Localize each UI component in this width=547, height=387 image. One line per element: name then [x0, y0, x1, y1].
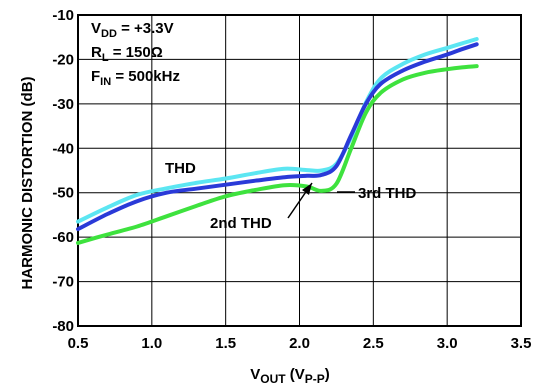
x-axis-label-paren: (V	[286, 366, 305, 383]
x-tick-label: 0.5	[68, 335, 89, 352]
y-tick-label: -50	[52, 185, 74, 202]
x-tick-label: 2.5	[363, 335, 384, 352]
y-tick-labels: -10 -20 -30 -40 -50 -60 -70 -80	[52, 7, 74, 335]
x-axis-label: VOUT (VP-P)	[250, 366, 330, 386]
plot-frame	[77, 14, 522, 327]
y-tick-label: -40	[52, 140, 74, 157]
x-tick-label: 3.0	[437, 335, 458, 352]
x-tick-labels: 0.5 1.0 1.5 2.0 2.5 3.0 3.5	[68, 335, 532, 352]
annotations: THD 2nd THD 3rd THD	[165, 160, 417, 232]
x-axis-label-paren-sub: P-P	[305, 372, 325, 386]
y-tick-label: -60	[52, 229, 74, 246]
x-tick-label: 1.5	[215, 335, 236, 352]
y-tick-label: -70	[52, 274, 74, 291]
y-axis-label: HARMONIC DISTORTION (dB)	[19, 76, 36, 289]
test-conditions: VDD = +3.3V RL = 150Ω FIN = 500kHz	[91, 20, 180, 88]
condition-rl: RL = 150Ω	[91, 44, 163, 64]
annotation-thd: THD	[165, 160, 196, 177]
condition-fin: FIN = 500kHz	[91, 68, 180, 88]
y-tick-label: -10	[52, 7, 74, 24]
annotation-2nd-thd: 2nd THD	[210, 215, 272, 232]
x-axis-label-sub: OUT	[260, 372, 286, 386]
series-line-2	[76, 64, 479, 245]
x-tick-label: 3.5	[511, 335, 532, 352]
x-tick-label: 2.0	[289, 335, 310, 352]
y-tick-label: -30	[52, 96, 74, 113]
annotation-2nd-thd-arrowhead	[302, 183, 312, 195]
y-tick-label: -80	[52, 318, 74, 335]
series-line-1	[76, 42, 479, 232]
series-line-0	[76, 37, 479, 224]
y-tick-label: -20	[52, 51, 74, 68]
condition-vdd: VDD = +3.3V	[91, 20, 174, 40]
x-tick-label: 1.0	[141, 335, 162, 352]
x-axis-label-close: )	[325, 366, 330, 383]
annotation-3rd-thd: 3rd THD	[358, 185, 417, 202]
x-axis-label-main: V	[250, 366, 260, 383]
series-group	[76, 37, 479, 245]
